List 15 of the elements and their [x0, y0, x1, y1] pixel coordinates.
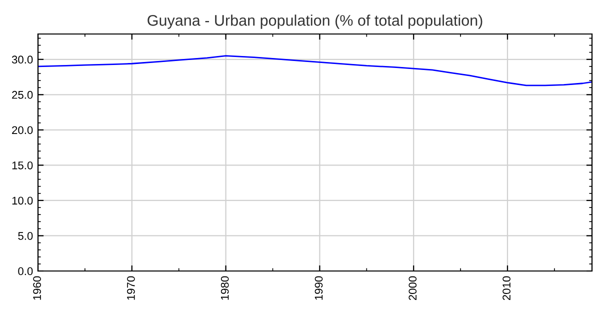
y-tick-label: 25.0 [12, 90, 33, 99]
x-tick-label: 2000 [408, 276, 417, 300]
line-series [38, 55, 592, 86]
x-tick-label: 1960 [33, 276, 41, 300]
y-tick-label: 20.0 [12, 126, 33, 134]
chart-title: Guyana - Urban population (% of total population) [148, 14, 482, 29]
y-tick-label: 15.0 [12, 161, 33, 170]
x-tick-label: 1970 [127, 276, 135, 300]
x-tick-label: 1990 [314, 276, 323, 300]
y-tick-label: 10.0 [12, 196, 33, 205]
y-tick-label: 5.0 [18, 232, 33, 240]
y-tick-label: 30.0 [12, 56, 33, 64]
x-tick-label: 2010 [502, 276, 510, 300]
x-tick-label: 1980 [220, 276, 229, 300]
y-tick-label: 0.0 [18, 267, 33, 276]
